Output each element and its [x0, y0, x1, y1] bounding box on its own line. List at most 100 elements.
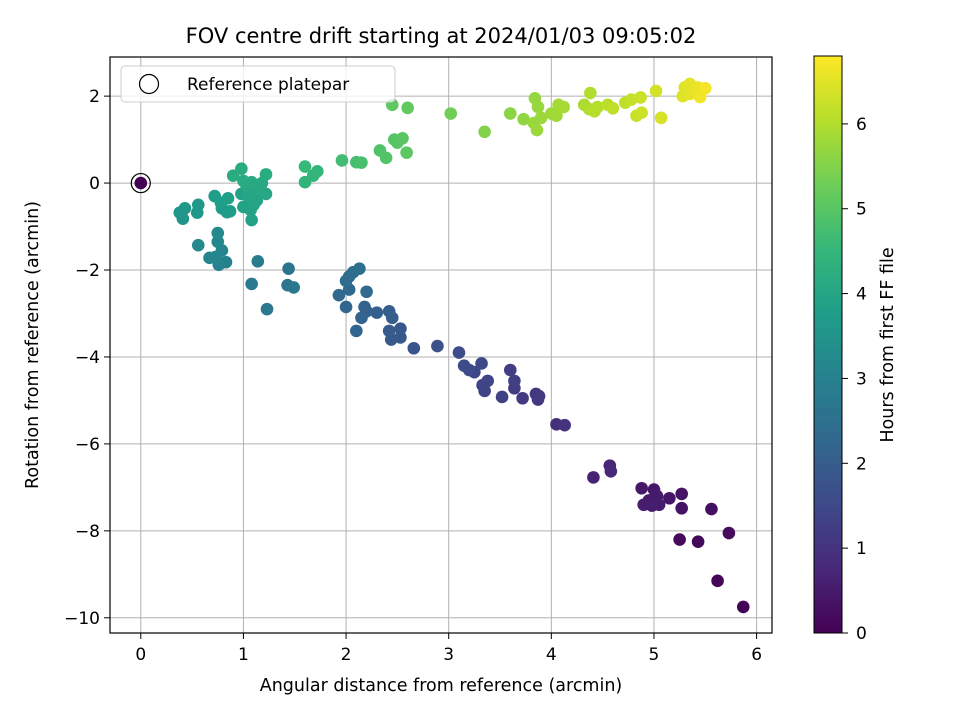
data-point [259, 168, 273, 181]
data-point [588, 105, 601, 118]
colorbar-tick-label: 3 [856, 369, 867, 389]
data-point [251, 255, 265, 268]
y-tick-label: −2 [75, 261, 100, 281]
data-point [353, 262, 366, 276]
legend-box [120, 65, 396, 103]
y-axis-ticks: −10 −8 −6 −4 −2 0 2 [64, 87, 110, 629]
colorbar-tick-label: 4 [856, 285, 867, 305]
colorbar-tick-label: 5 [856, 200, 867, 220]
data-point [396, 131, 409, 145]
data-point [223, 205, 237, 218]
data-point [675, 487, 688, 501]
data-point [358, 300, 371, 314]
legend: Reference platepar [120, 65, 396, 103]
y-tick-label: −10 [64, 609, 100, 629]
data-point [355, 311, 368, 325]
data-point [360, 285, 373, 299]
x-axis-ticks: 0 1 2 3 4 5 6 [135, 633, 762, 665]
data-point [260, 302, 274, 316]
data-point [691, 535, 705, 549]
y-axis-title: Rotation from reference (arcmin) [23, 201, 43, 489]
data-point [332, 288, 346, 302]
y-tick-label: −6 [75, 435, 100, 455]
x-tick-label: 6 [751, 645, 762, 665]
x-tick-label: 3 [443, 645, 454, 665]
data-point [178, 201, 192, 215]
data-point [495, 390, 509, 404]
data-point [635, 481, 648, 495]
data-point [649, 84, 663, 98]
data-point [457, 359, 471, 372]
data-point [587, 471, 600, 484]
data-point [654, 111, 668, 125]
data-point [339, 300, 353, 314]
data-point [531, 100, 545, 114]
data-point [532, 389, 546, 403]
data-point [226, 169, 240, 182]
data-point [400, 146, 413, 159]
data-point [711, 574, 724, 588]
data-point [211, 235, 225, 249]
data-point [606, 101, 620, 115]
data-point [298, 160, 312, 173]
data-point [245, 213, 258, 227]
reference-point [134, 176, 148, 190]
colorbar-gradient [813, 55, 843, 634]
data-points [173, 77, 750, 614]
data-point [516, 391, 529, 405]
y-tick-label: −8 [75, 522, 100, 542]
colorbar-tick-label: 6 [856, 115, 867, 135]
data-point [259, 187, 273, 201]
data-point [287, 281, 301, 294]
data-point [444, 107, 458, 120]
data-point [355, 156, 368, 169]
data-point [382, 324, 396, 338]
data-point [191, 238, 205, 252]
reference-platepar-marker [130, 172, 151, 194]
data-point [530, 123, 544, 137]
data-point [237, 174, 250, 188]
data-point [705, 502, 718, 516]
data-point [335, 154, 349, 167]
data-point [503, 363, 517, 377]
data-point [557, 100, 570, 114]
data-point [475, 357, 488, 370]
data-point [221, 191, 235, 205]
x-tick-label: 4 [546, 645, 557, 665]
data-point [635, 106, 648, 119]
data-point [211, 226, 225, 240]
x-axis-title: Angular distance from reference (arcmin) [260, 676, 623, 696]
x-tick-label: 1 [238, 645, 249, 665]
data-point [722, 526, 736, 540]
data-point [311, 165, 324, 178]
data-point [350, 324, 363, 338]
data-point [407, 341, 421, 355]
data-point [584, 86, 597, 100]
chart-title: FOV centre drift starting at 2024/01/03 … [186, 24, 697, 48]
data-point [634, 91, 647, 104]
y-tick-label: 2 [89, 87, 100, 107]
colorbar-ticks: 0 1 2 3 4 5 6 [842, 115, 867, 644]
plot-frame [109, 56, 773, 634]
x-tick-label: 2 [341, 645, 352, 665]
data-point [370, 306, 384, 319]
colorbar: 0 1 2 3 4 5 6 Hours from first FF file [813, 55, 898, 644]
colorbar-tick-label: 1 [856, 539, 867, 559]
data-point [698, 81, 712, 95]
colorbar-tick-label: 0 [856, 624, 867, 644]
data-point [339, 274, 353, 288]
data-point [550, 109, 563, 122]
data-point [663, 491, 676, 505]
data-point [517, 112, 530, 126]
data-point [645, 499, 659, 512]
data-point [401, 101, 414, 115]
data-point [481, 374, 494, 388]
data-point [675, 501, 688, 515]
data-point [382, 305, 396, 318]
reference-marker-group [130, 172, 151, 194]
colorbar-title: Hours from first FF file [878, 247, 898, 442]
data-point [558, 418, 571, 432]
data-point [245, 277, 258, 291]
y-tick-label: 0 [89, 174, 100, 194]
